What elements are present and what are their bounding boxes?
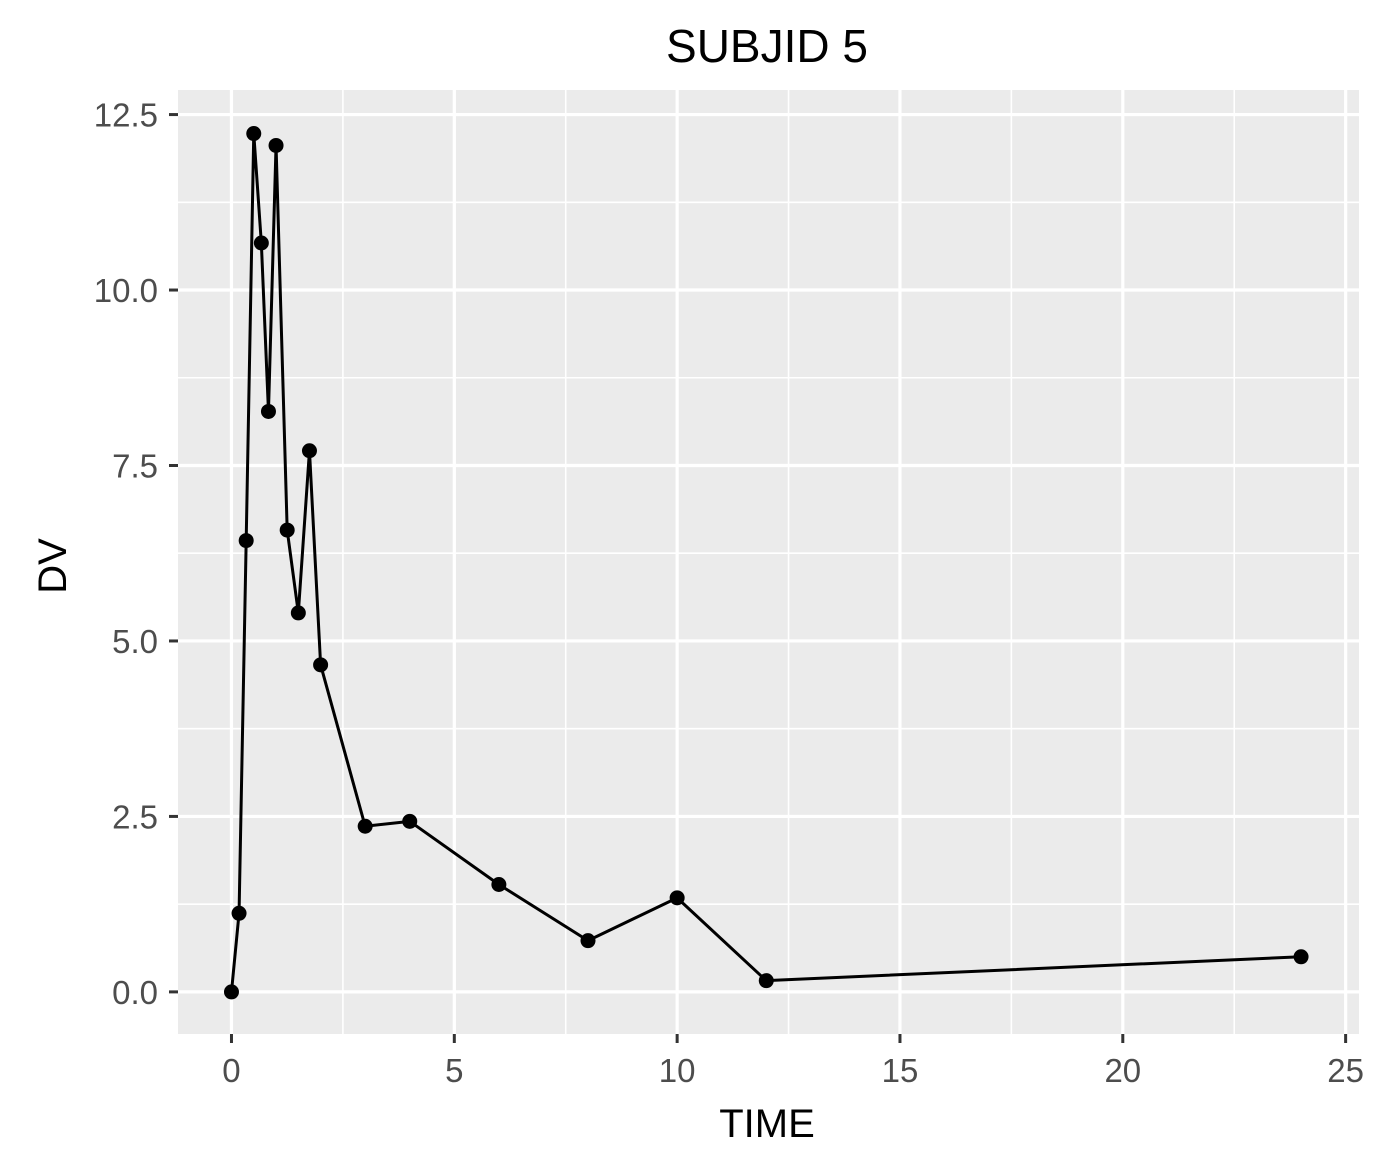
chart-title: SUBJID 5 (666, 20, 868, 72)
x-axis-title: TIME (719, 1102, 815, 1146)
data-point (223, 984, 239, 1000)
y-axis: 0.0 2.5 5.0 7.5 10.0 12.5 (94, 97, 178, 1011)
minor-grid (178, 90, 1359, 1034)
y-tick-label: 7.5 (112, 447, 158, 484)
data-point (1293, 949, 1309, 965)
y-tick-label: 5.0 (112, 623, 158, 660)
data-point (231, 905, 247, 921)
x-tick-label: 20 (1104, 1052, 1141, 1089)
data-point (301, 443, 317, 459)
y-tick-label: 12.5 (94, 97, 158, 134)
series-line (229, 132, 1302, 993)
data-point (253, 235, 269, 251)
x-tick-label: 15 (882, 1052, 919, 1089)
x-tick-label: 10 (659, 1052, 696, 1089)
major-grid (178, 90, 1359, 1034)
y-tick-label: 10.0 (94, 272, 158, 309)
data-point (290, 605, 306, 621)
data-point (260, 403, 276, 419)
data-point (313, 657, 329, 673)
x-tick-label: 25 (1327, 1052, 1364, 1089)
data-point (357, 818, 373, 834)
data-point (238, 533, 254, 549)
series-layer (223, 126, 1309, 1000)
data-point (758, 973, 774, 989)
x-tick-label: 5 (445, 1052, 463, 1089)
y-tick-label: 2.5 (112, 798, 158, 835)
data-point (580, 933, 596, 949)
data-point (491, 877, 507, 893)
y-tick-label: 0.0 (112, 974, 158, 1011)
x-tick-label: 0 (222, 1052, 240, 1089)
y-axis-title: DV (31, 538, 75, 594)
data-point (246, 126, 262, 142)
data-point (279, 522, 295, 538)
plot-panel (178, 90, 1359, 1034)
data-point (669, 890, 685, 906)
data-point (268, 137, 284, 153)
x-axis: 0 5 10 15 20 25 (222, 1034, 1364, 1089)
data-point (402, 813, 418, 829)
